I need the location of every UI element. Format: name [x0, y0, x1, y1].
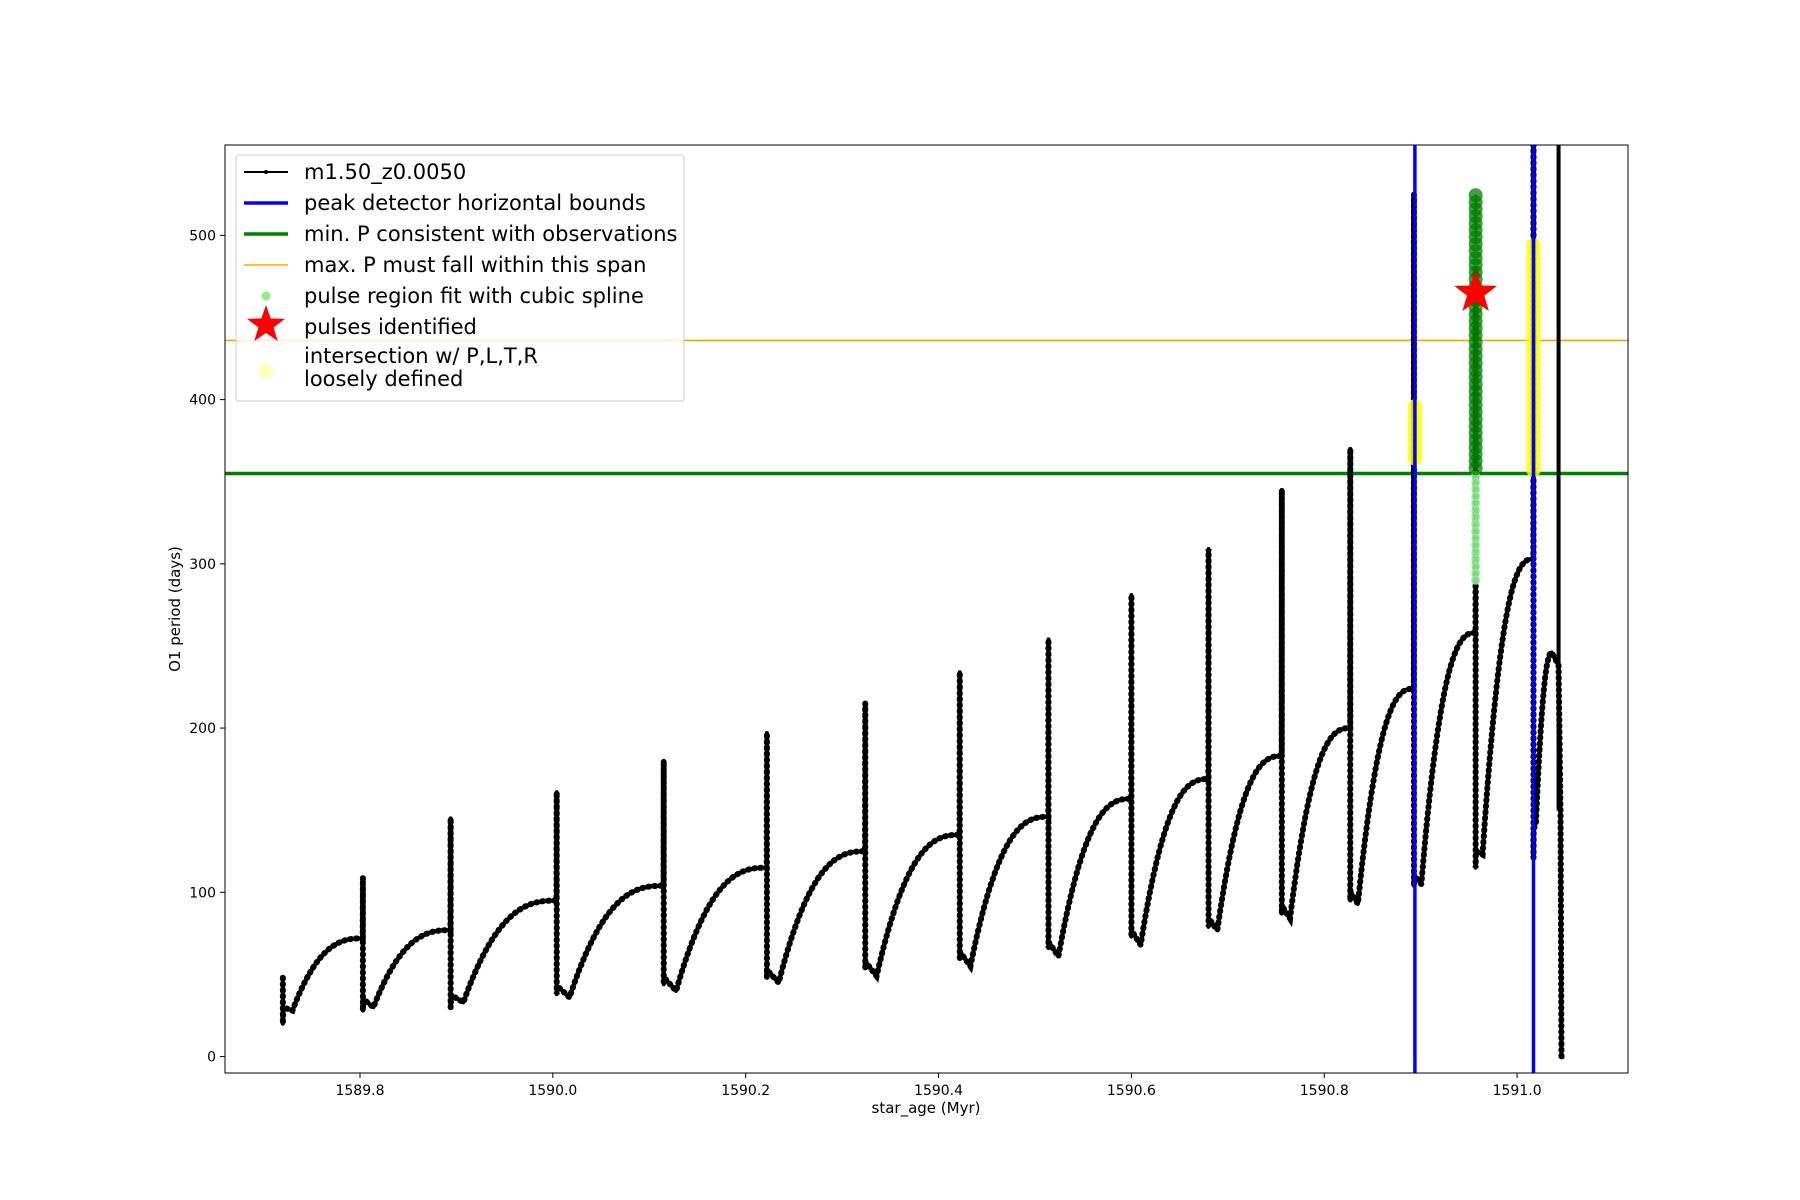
spline-point	[1471, 512, 1481, 522]
legend-entry: min. P consistent with observations	[244, 222, 677, 246]
spline-point	[1471, 533, 1481, 543]
legend-label: pulse region fit with cubic spline	[304, 284, 644, 308]
legend-entry: peak detector horizontal bounds	[244, 191, 646, 215]
legend-entry: pulse region fit with cubic spline	[261, 284, 644, 308]
y-tick-label: 400	[189, 393, 216, 409]
x-tick-label: 1589.8	[335, 1083, 384, 1099]
x-tick-label: 1590.8	[1300, 1083, 1349, 1099]
spline-point	[1471, 554, 1481, 564]
x-axis-label: star_age (Myr)	[872, 1099, 981, 1118]
legend-label: min. P consistent with observations	[304, 222, 677, 246]
y-tick-label: 0	[207, 1050, 216, 1066]
x-tick-label: 1590.2	[721, 1083, 770, 1099]
legend-entry: max. P must fall within this span	[244, 253, 646, 277]
legend-label: peak detector horizontal bounds	[304, 191, 646, 215]
x-tick-label: 1590.4	[914, 1083, 963, 1099]
legend-label: pulses identified	[304, 315, 477, 339]
spline-point	[1471, 519, 1481, 529]
legend-label: intersection w/ P,L,T,R loosely defined	[304, 344, 538, 391]
pulse-identified-marker	[1454, 270, 1498, 312]
legend-label: max. P must fall within this span	[304, 253, 646, 277]
x-tick-label: 1590.0	[528, 1083, 577, 1099]
plot-area	[225, 145, 1628, 1073]
spline-point	[1471, 484, 1481, 494]
spline-point	[1471, 498, 1481, 508]
legend-label: m1.50_z0.0050	[304, 160, 466, 185]
axis-ticks: 1589.8 1590.0 1590.2 1590.4 1590.6 1590.8 1591…	[189, 228, 1541, 1099]
legend-entry: m1.50_z0.0050	[244, 160, 466, 185]
y-tick-label: 100	[189, 885, 216, 901]
plot-frame	[224, 144, 1629, 1074]
spline-point	[1471, 561, 1481, 571]
x-tick-label: 1591.0	[1493, 1083, 1542, 1099]
spline-point	[1471, 505, 1481, 515]
spline-point	[1471, 491, 1481, 501]
y-tick-label: 300	[189, 557, 216, 573]
spline-point	[1471, 547, 1481, 557]
legend-entry: pulses identified	[246, 305, 477, 342]
y-tick-label: 200	[189, 721, 216, 737]
spline-point	[1471, 477, 1481, 487]
spline-point	[1471, 575, 1481, 585]
spline-point	[1471, 540, 1481, 550]
spline-point	[1471, 568, 1481, 578]
x-tick-label: 1590.6	[1107, 1083, 1156, 1099]
spline-point	[1471, 526, 1481, 536]
legend-entry: intersection w/ P,L,T,R loosely defined	[258, 344, 538, 391]
y-axis-label: O1 period (days)	[166, 546, 184, 672]
y-tick-label: 500	[189, 228, 216, 244]
legend-box	[235, 154, 685, 402]
